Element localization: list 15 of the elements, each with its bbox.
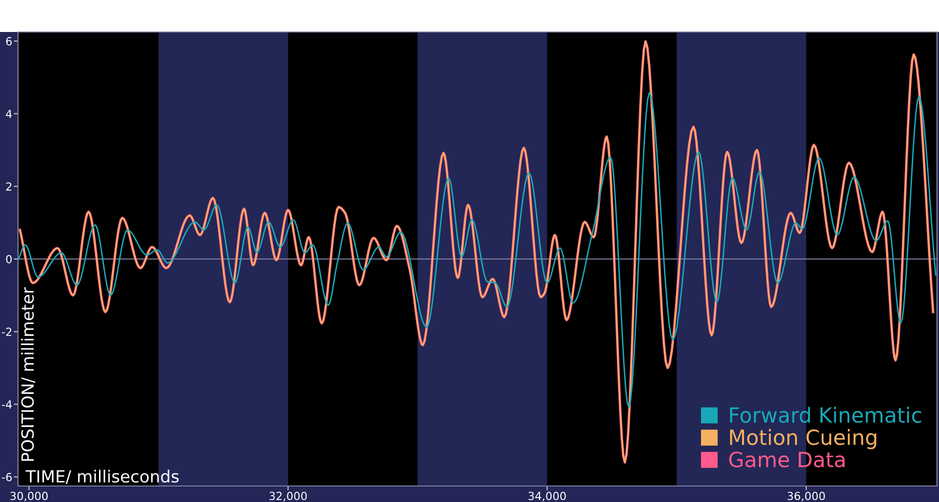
y-tick-label: 6 <box>6 37 12 46</box>
y-tick-label: -4 <box>2 400 12 408</box>
x-tick-label: 32,000 <box>269 492 307 502</box>
x-axis-title: TIME/ milliseconds <box>26 470 179 484</box>
legend-label: Motion Cueing <box>730 429 876 450</box>
legend-label: Game Data <box>729 452 845 468</box>
x-tick-label: 30,000 <box>10 492 48 502</box>
x-tick-label: 36,000 <box>788 492 825 502</box>
y-axis-title: POSITION/ millimeter <box>20 287 36 461</box>
x-tick-label: 34,000 <box>528 492 566 502</box>
y-tick-label: -6 <box>2 472 12 482</box>
y-tick-label: 0 <box>6 254 12 264</box>
y-tick-label: 4 <box>6 110 12 118</box>
y-tick-label: 2 <box>6 182 12 191</box>
y-tick-label: -2 <box>2 328 12 336</box>
